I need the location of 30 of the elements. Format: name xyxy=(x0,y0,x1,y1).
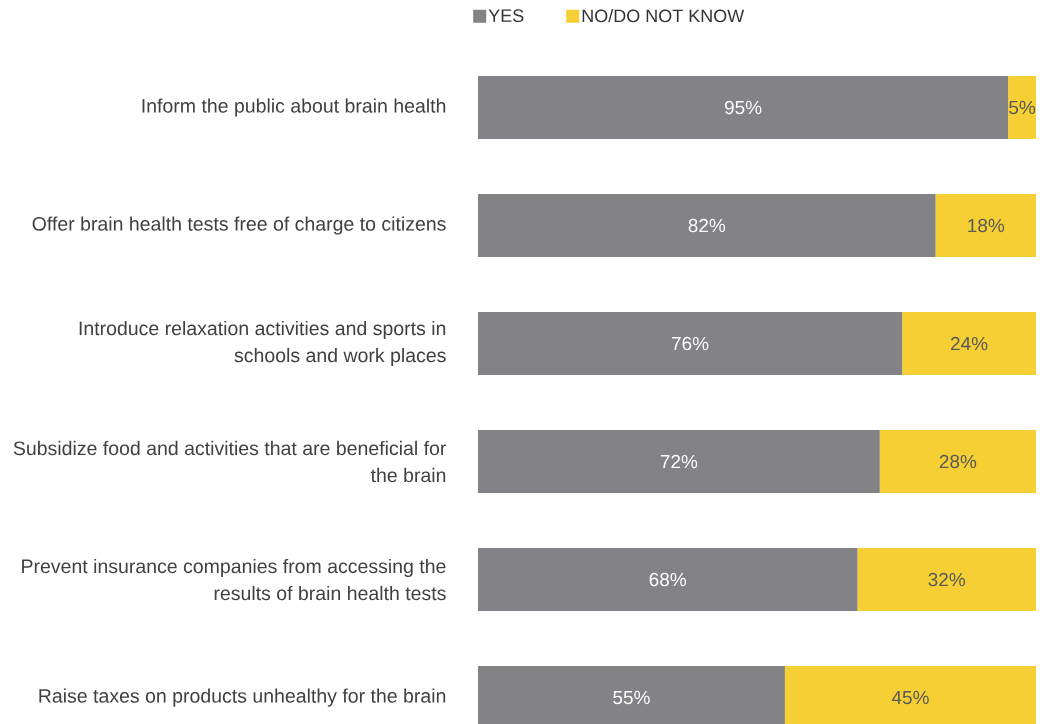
legend-label: NO/DO NOT KNOW xyxy=(582,9,745,23)
bar xyxy=(478,194,936,258)
data-label: 82% xyxy=(688,218,726,233)
data-label: 28% xyxy=(939,454,977,469)
bar xyxy=(478,430,880,494)
y-tick-label: Prevent insurance companies from accessing the results of brain health tests xyxy=(22,558,446,601)
data-label: 72% xyxy=(660,454,698,469)
y-tick-label: Subsidize food and activities that are beneficial for the brain xyxy=(13,440,447,483)
y-tick-label: Inform the public about brain health xyxy=(142,98,446,117)
bar xyxy=(478,76,1009,140)
legend-label: YES xyxy=(488,9,524,23)
y-tick-label: Introduce relaxation activities and sports in schools and work places xyxy=(79,320,446,367)
data-label: 5% xyxy=(1009,100,1036,115)
bar xyxy=(1008,76,1037,140)
bar xyxy=(935,194,1037,258)
data-label: 95% xyxy=(724,100,762,115)
bar xyxy=(857,548,1037,612)
data-label: 18% xyxy=(968,218,1005,233)
bar xyxy=(902,312,1037,376)
bar xyxy=(879,430,1037,494)
y-tick-label: Offer brain health tests free of charge to citizens xyxy=(32,216,446,235)
bar xyxy=(478,312,903,376)
data-label: 32% xyxy=(928,572,966,587)
bar xyxy=(478,548,858,612)
data-label: 24% xyxy=(950,336,988,351)
data-label: 68% xyxy=(649,572,687,587)
data-label: 45% xyxy=(891,690,929,705)
data-label: 76% xyxy=(672,336,709,351)
y-tick-label: Raise taxes on products unhealthy for the brain xyxy=(39,688,446,707)
data-label: 55% xyxy=(613,690,650,705)
